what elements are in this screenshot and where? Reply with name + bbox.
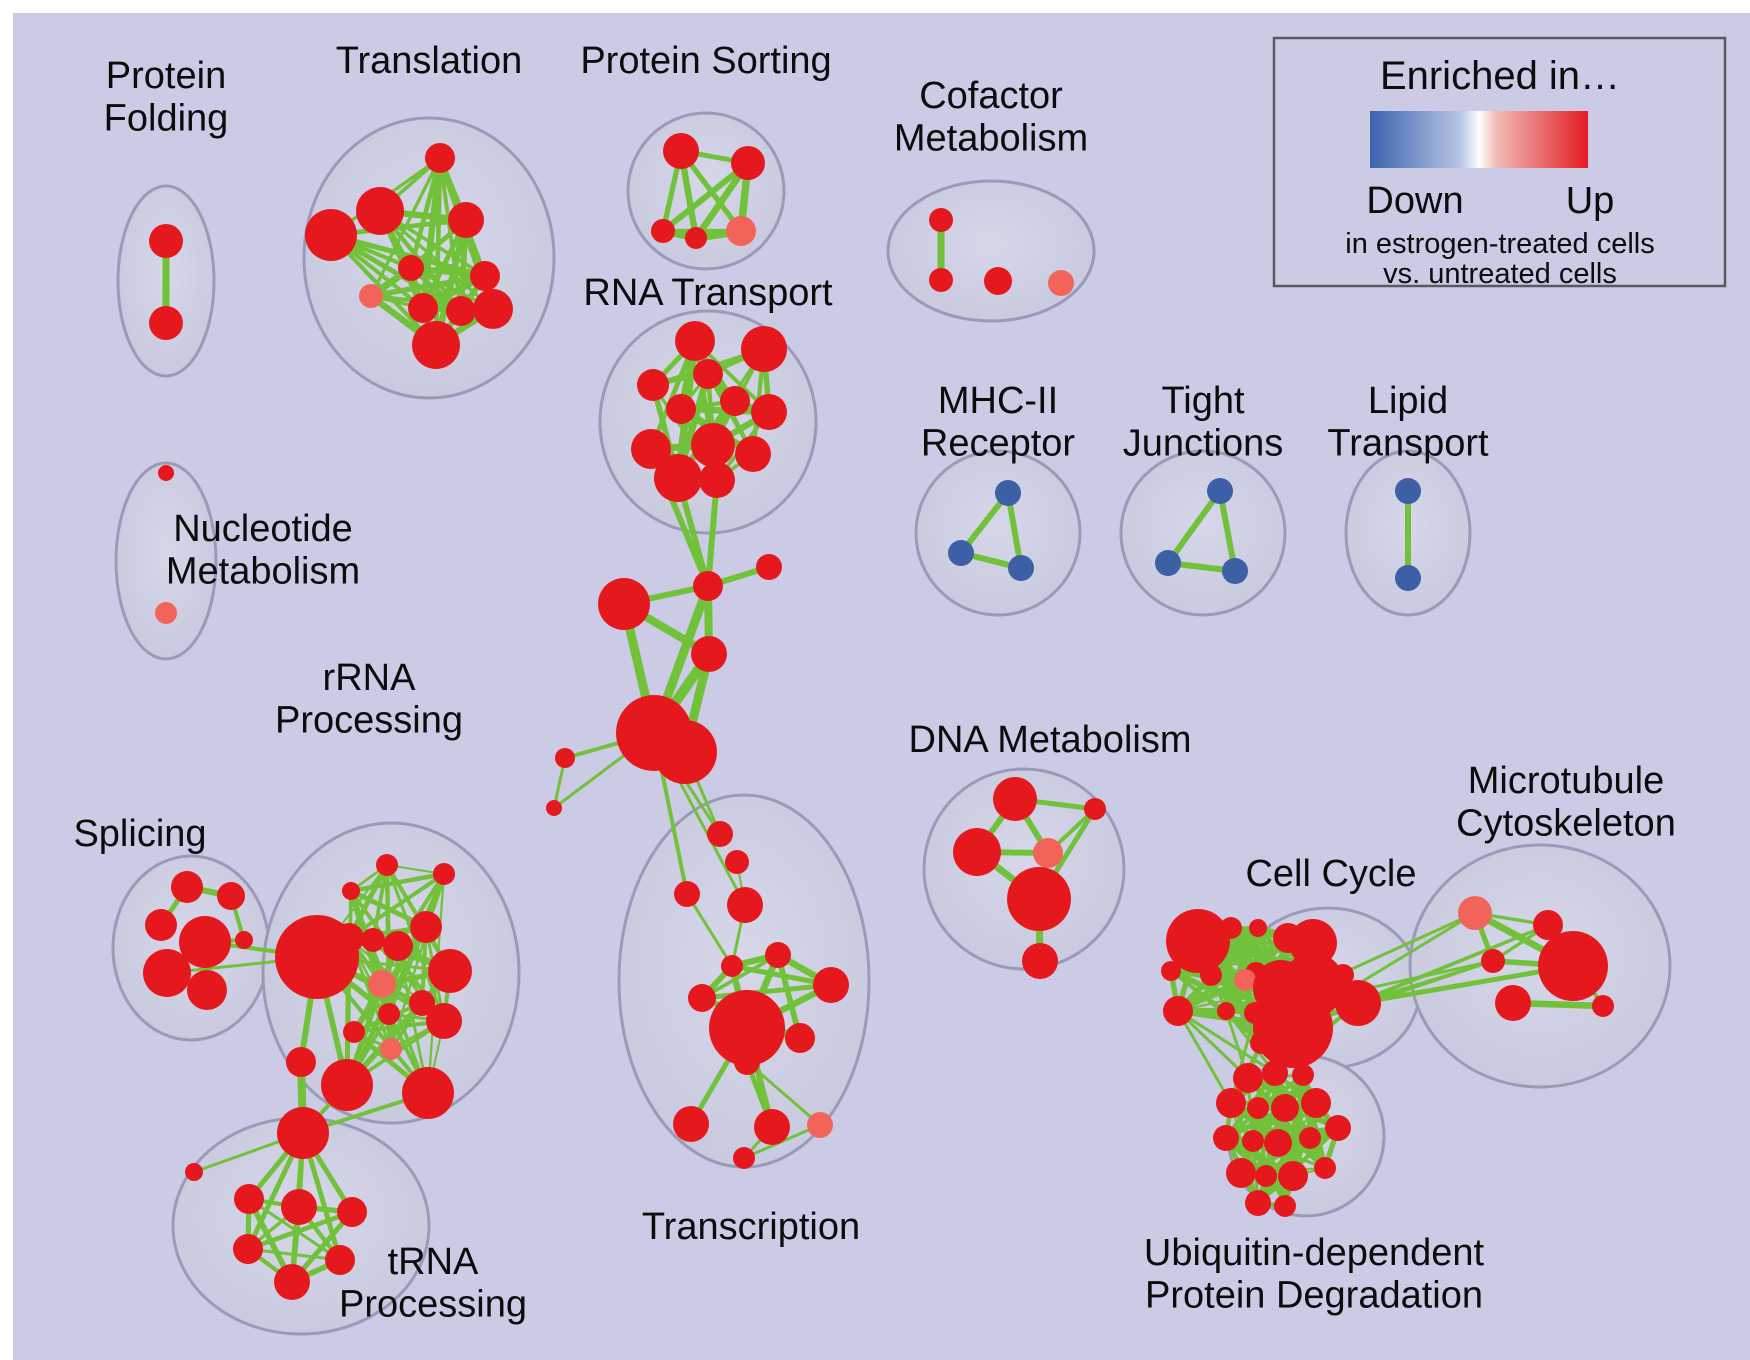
svg-text:Protein Sorting: Protein Sorting — [580, 40, 831, 82]
svg-text:Cell Cycle: Cell Cycle — [1245, 853, 1416, 895]
svg-text:Transcription: Transcription — [642, 1206, 860, 1248]
svg-text:Down: Down — [1366, 180, 1463, 222]
svg-text:Translation: Translation — [336, 40, 523, 82]
svg-text:Up: Up — [1566, 180, 1615, 222]
svg-text:Enriched in…: Enriched in… — [1380, 54, 1620, 98]
svg-text:DNA Metabolism: DNA Metabolism — [909, 719, 1192, 761]
svg-text:in estrogen-treated cells: in estrogen-treated cells — [1345, 228, 1655, 260]
svg-text:vs. untreated cells: vs. untreated cells — [1383, 258, 1617, 290]
svg-text:Splicing: Splicing — [73, 813, 206, 855]
svg-text:RNA Transport: RNA Transport — [583, 272, 833, 314]
